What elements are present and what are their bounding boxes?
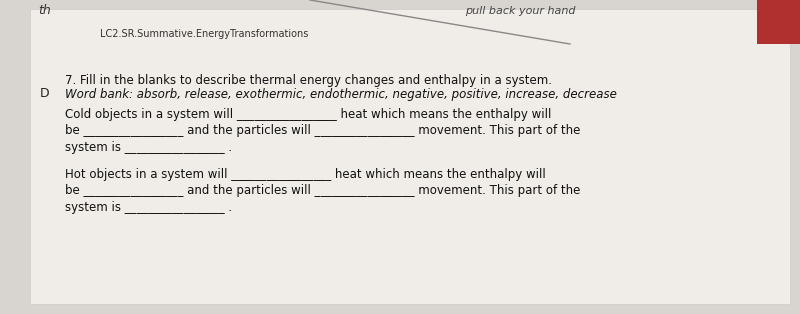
Text: Hot objects in a system will _________________ heat which means the enthalpy wil: Hot objects in a system will ___________…: [65, 168, 546, 181]
Text: be _________________ and the particles will _________________ movement. This par: be _________________ and the particles w…: [65, 184, 580, 197]
Text: be _________________ and the particles will _________________ movement. This par: be _________________ and the particles w…: [65, 124, 580, 137]
Text: pull back your hand: pull back your hand: [465, 6, 575, 16]
Text: Cold objects in a system will _________________ heat which means the enthalpy wi: Cold objects in a system will __________…: [65, 108, 551, 121]
Text: th: th: [38, 4, 50, 17]
Text: LC2.SR.Summative.EnergyTransformations: LC2.SR.Summative.EnergyTransformations: [100, 29, 308, 39]
Text: 7. Fill in the blanks to describe thermal energy changes and enthalpy in a syste: 7. Fill in the blanks to describe therma…: [65, 74, 552, 87]
FancyBboxPatch shape: [30, 9, 790, 304]
Bar: [757, 0, 800, 44]
Text: system is _________________ .: system is _________________ .: [65, 141, 232, 154]
Text: D: D: [40, 87, 50, 100]
Text: system is _________________ .: system is _________________ .: [65, 201, 232, 214]
Text: Word bank: absorb, release, exothermic, endothermic, negative, positive, increas: Word bank: absorb, release, exothermic, …: [65, 88, 617, 101]
